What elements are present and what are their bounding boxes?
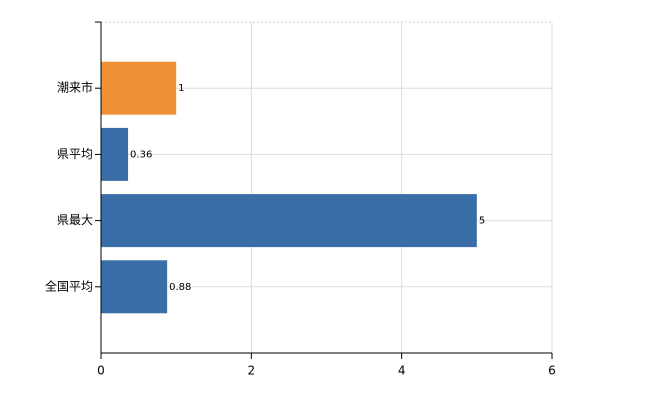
value-label: 5 (479, 216, 485, 227)
x-tick-label: 2 (248, 364, 256, 378)
y-tick-label: 県平均 (57, 147, 93, 161)
y-tick-label: 潮来市 (57, 80, 93, 95)
y-tick-label: 県最大 (57, 213, 93, 227)
value-label: 0.88 (169, 282, 191, 293)
bar (101, 127, 129, 181)
bar (101, 61, 177, 115)
value-label: 0.36 (130, 149, 152, 160)
x-tick-label: 6 (548, 364, 556, 378)
x-tick-label: 0 (97, 364, 105, 378)
bar (101, 194, 477, 248)
value-label: 1 (178, 83, 184, 94)
bar (101, 260, 168, 314)
x-tick-label: 4 (398, 364, 406, 378)
y-tick-label: 全国平均 (45, 278, 93, 293)
